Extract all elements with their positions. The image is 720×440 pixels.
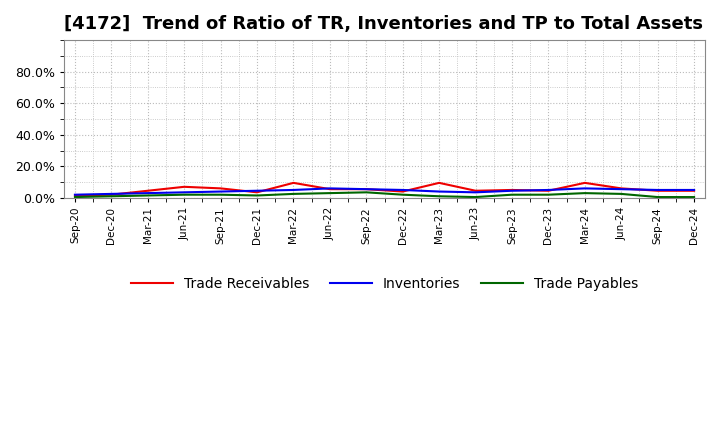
Trade Payables bbox=[435, 194, 444, 199]
Trade Receivables bbox=[653, 188, 662, 194]
Inventories bbox=[325, 186, 334, 191]
Inventories bbox=[508, 188, 516, 194]
Trade Receivables bbox=[690, 188, 698, 194]
Trade Receivables bbox=[180, 184, 189, 190]
Trade Receivables bbox=[435, 180, 444, 186]
Trade Receivables bbox=[362, 187, 371, 192]
Trade Receivables bbox=[107, 192, 116, 197]
Inventories bbox=[435, 189, 444, 194]
Inventories bbox=[143, 191, 152, 196]
Inventories bbox=[253, 188, 261, 194]
Trade Receivables bbox=[325, 187, 334, 192]
Trade Payables bbox=[325, 191, 334, 196]
Line: Trade Payables: Trade Payables bbox=[75, 192, 694, 197]
Trade Payables bbox=[544, 192, 553, 197]
Inventories bbox=[362, 187, 371, 192]
Line: Inventories: Inventories bbox=[75, 188, 694, 194]
Trade Payables bbox=[617, 191, 626, 197]
Line: Trade Receivables: Trade Receivables bbox=[75, 183, 694, 195]
Inventories bbox=[653, 187, 662, 193]
Trade Payables bbox=[107, 194, 116, 199]
Trade Payables bbox=[289, 191, 298, 197]
Inventories bbox=[690, 187, 698, 193]
Trade Receivables bbox=[143, 188, 152, 194]
Inventories bbox=[398, 187, 407, 193]
Trade Payables bbox=[690, 194, 698, 200]
Trade Receivables bbox=[253, 190, 261, 195]
Inventories bbox=[107, 191, 116, 197]
Trade Payables bbox=[398, 192, 407, 197]
Trade Payables bbox=[508, 192, 516, 197]
Legend: Trade Receivables, Inventories, Trade Payables: Trade Receivables, Inventories, Trade Pa… bbox=[125, 271, 644, 296]
Inventories bbox=[472, 190, 480, 195]
Inventories bbox=[617, 187, 626, 192]
Trade Payables bbox=[143, 193, 152, 198]
Trade Payables bbox=[216, 192, 225, 197]
Trade Payables bbox=[472, 194, 480, 200]
Trade Receivables bbox=[472, 188, 480, 194]
Inventories bbox=[180, 190, 189, 195]
Trade Receivables bbox=[289, 180, 298, 186]
Trade Receivables bbox=[71, 193, 79, 198]
Text: [4172]  Trend of Ratio of TR, Inventories and TP to Total Assets: [4172] Trend of Ratio of TR, Inventories… bbox=[64, 15, 703, 33]
Trade Payables bbox=[253, 193, 261, 198]
Trade Payables bbox=[71, 194, 79, 200]
Inventories bbox=[216, 189, 225, 194]
Trade Receivables bbox=[617, 186, 626, 191]
Inventories bbox=[580, 186, 589, 191]
Trade Receivables bbox=[508, 187, 516, 193]
Trade Payables bbox=[580, 191, 589, 196]
Trade Payables bbox=[362, 190, 371, 195]
Inventories bbox=[71, 192, 79, 197]
Trade Receivables bbox=[544, 188, 553, 194]
Trade Receivables bbox=[216, 186, 225, 191]
Trade Receivables bbox=[398, 189, 407, 194]
Trade Receivables bbox=[580, 180, 589, 186]
Inventories bbox=[289, 187, 298, 193]
Trade Payables bbox=[653, 194, 662, 200]
Trade Payables bbox=[180, 192, 189, 197]
Inventories bbox=[544, 187, 553, 193]
